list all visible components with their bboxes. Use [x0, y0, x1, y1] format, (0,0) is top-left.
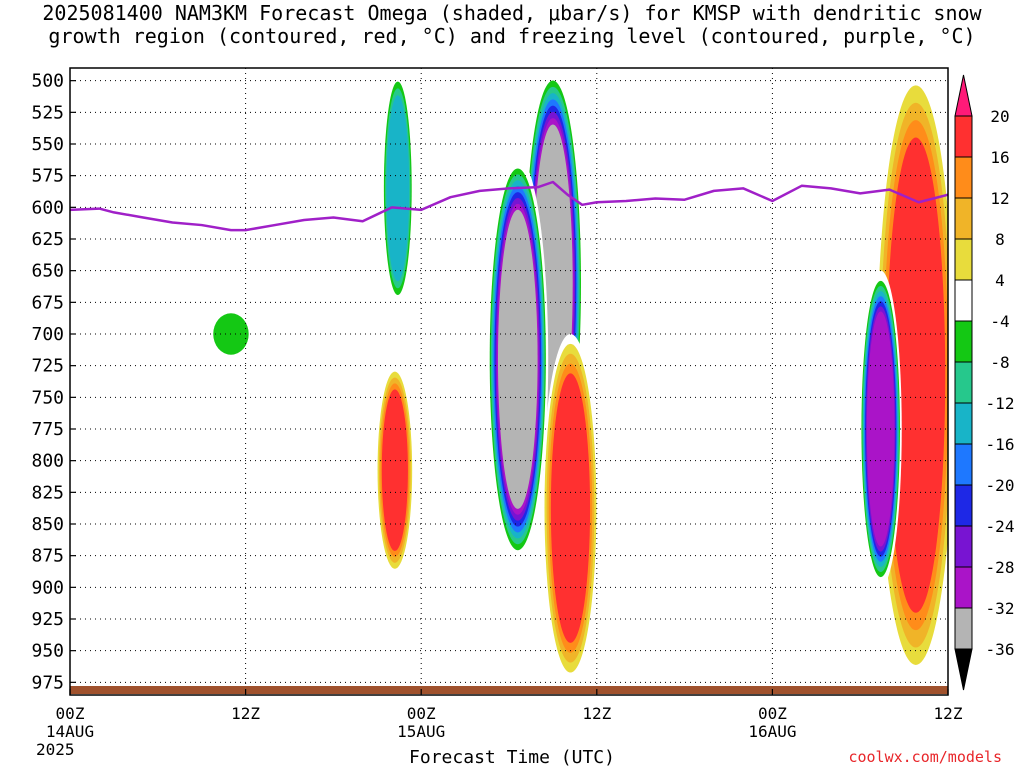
colorbar-segment — [954, 443, 973, 486]
colorbar-segment — [954, 484, 973, 527]
colorbar-segment — [954, 197, 973, 240]
colorbar-label: -20 — [986, 476, 1015, 495]
colorbar-segment — [954, 115, 973, 158]
title-line-1: 2025081400 NAM3KM Forecast Omega (shaded… — [42, 1, 982, 25]
year-label: 2025 — [36, 740, 75, 759]
x-axis-title: Forecast Time (UTC) — [409, 747, 615, 768]
plot-frame — [69, 67, 949, 696]
colorbar-label: -8 — [990, 353, 1009, 372]
x-tick-label: 00Z — [758, 704, 787, 723]
omega-blob-1-level-9 — [497, 209, 538, 509]
colorbar-segment — [954, 238, 973, 281]
y-tick-label: 650 — [31, 261, 64, 282]
colorbar: 20 16 12 8 4 -4 -8 -12 -16 -20 -24 -28 -32 -36 — [954, 74, 1015, 691]
colorbar-label: -28 — [986, 558, 1015, 577]
credit-text: coolwx.com/models — [848, 748, 1002, 766]
colorbar-segment — [954, 525, 973, 568]
y-tick-label: 725 — [31, 356, 64, 377]
y-tick-label: 700 — [31, 324, 64, 345]
colorbar-segment — [954, 361, 973, 404]
colorbar-label: -32 — [986, 599, 1015, 618]
y-tick-label: 900 — [31, 577, 64, 598]
y-tick-label: 775 — [31, 419, 64, 440]
omega-blob-3-level-4 — [381, 389, 408, 552]
x-tick-label: 00Z — [407, 704, 436, 723]
omega-shading — [207, 68, 948, 683]
y-tick-label: 825 — [31, 482, 64, 503]
colorbar-segment — [954, 279, 973, 322]
y-tick-label: 600 — [31, 197, 64, 218]
x-tick-label: 00Z — [56, 704, 85, 723]
colorbar-label: -4 — [990, 312, 1009, 331]
colorbar-label: 4 — [995, 271, 1005, 290]
colorbar-label: 16 — [990, 148, 1009, 167]
colorbar-segment — [954, 156, 973, 199]
omega-blob-4-level-4 — [886, 137, 946, 613]
chart-title: 2025081400 NAM3KM Forecast Omega (shaded… — [0, 2, 1024, 48]
colorbar-label: 12 — [990, 189, 1009, 208]
colorbar-segment — [954, 320, 973, 363]
colorbar-label: 20 — [990, 107, 1009, 126]
colorbar-segment — [954, 566, 973, 609]
y-tick-label: 625 — [31, 229, 64, 250]
x-tick-label: 12Z — [231, 704, 260, 723]
y-tick-label: 975 — [31, 672, 64, 693]
x-tick-date-label: 16AUG — [748, 722, 796, 741]
freezing-level-contour — [70, 180, 948, 232]
colorbar-segment — [954, 402, 973, 445]
x-tick-date-label: 14AUG — [46, 722, 94, 741]
omega-blob-2-level-4 — [550, 373, 591, 643]
y-tick-label: 850 — [31, 514, 64, 535]
colorbar-label: -12 — [986, 394, 1015, 413]
colorbar-label: -36 — [986, 640, 1015, 659]
colorbar-label: -16 — [986, 435, 1015, 454]
y-tick-label: 525 — [31, 102, 64, 123]
y-tick-label: 875 — [31, 546, 64, 567]
y-tick-label: 575 — [31, 166, 64, 187]
y-tick-label: 800 — [31, 451, 64, 472]
y-tick-label: 500 — [31, 71, 64, 92]
x-tick-label: 12Z — [934, 704, 963, 723]
colorbar-segment — [954, 74, 973, 117]
y-tick-label: 750 — [31, 387, 64, 408]
y-axis: 500 525 550 575 600 625 650 675 700 725 750 775 800 8… — [31, 71, 76, 693]
freezing-level-line — [70, 180, 948, 232]
colorbar-label: 8 — [995, 230, 1005, 249]
colorbar-label: -24 — [986, 517, 1015, 536]
colorbar-segment — [954, 648, 973, 691]
y-tick-label: 675 — [31, 292, 64, 313]
colorbar-segment — [954, 607, 973, 650]
omega-blob-6-level-4 — [386, 95, 410, 282]
x-tick-date-label: 15AUG — [397, 722, 445, 741]
terrain-ground — [70, 686, 948, 694]
y-tick-label: 950 — [31, 641, 64, 662]
y-tick-label: 550 — [31, 134, 64, 155]
x-tick-label: 12Z — [582, 704, 611, 723]
title-line-2: growth region (contoured, red, °C) and f… — [48, 24, 976, 48]
y-tick-label: 925 — [31, 609, 64, 630]
